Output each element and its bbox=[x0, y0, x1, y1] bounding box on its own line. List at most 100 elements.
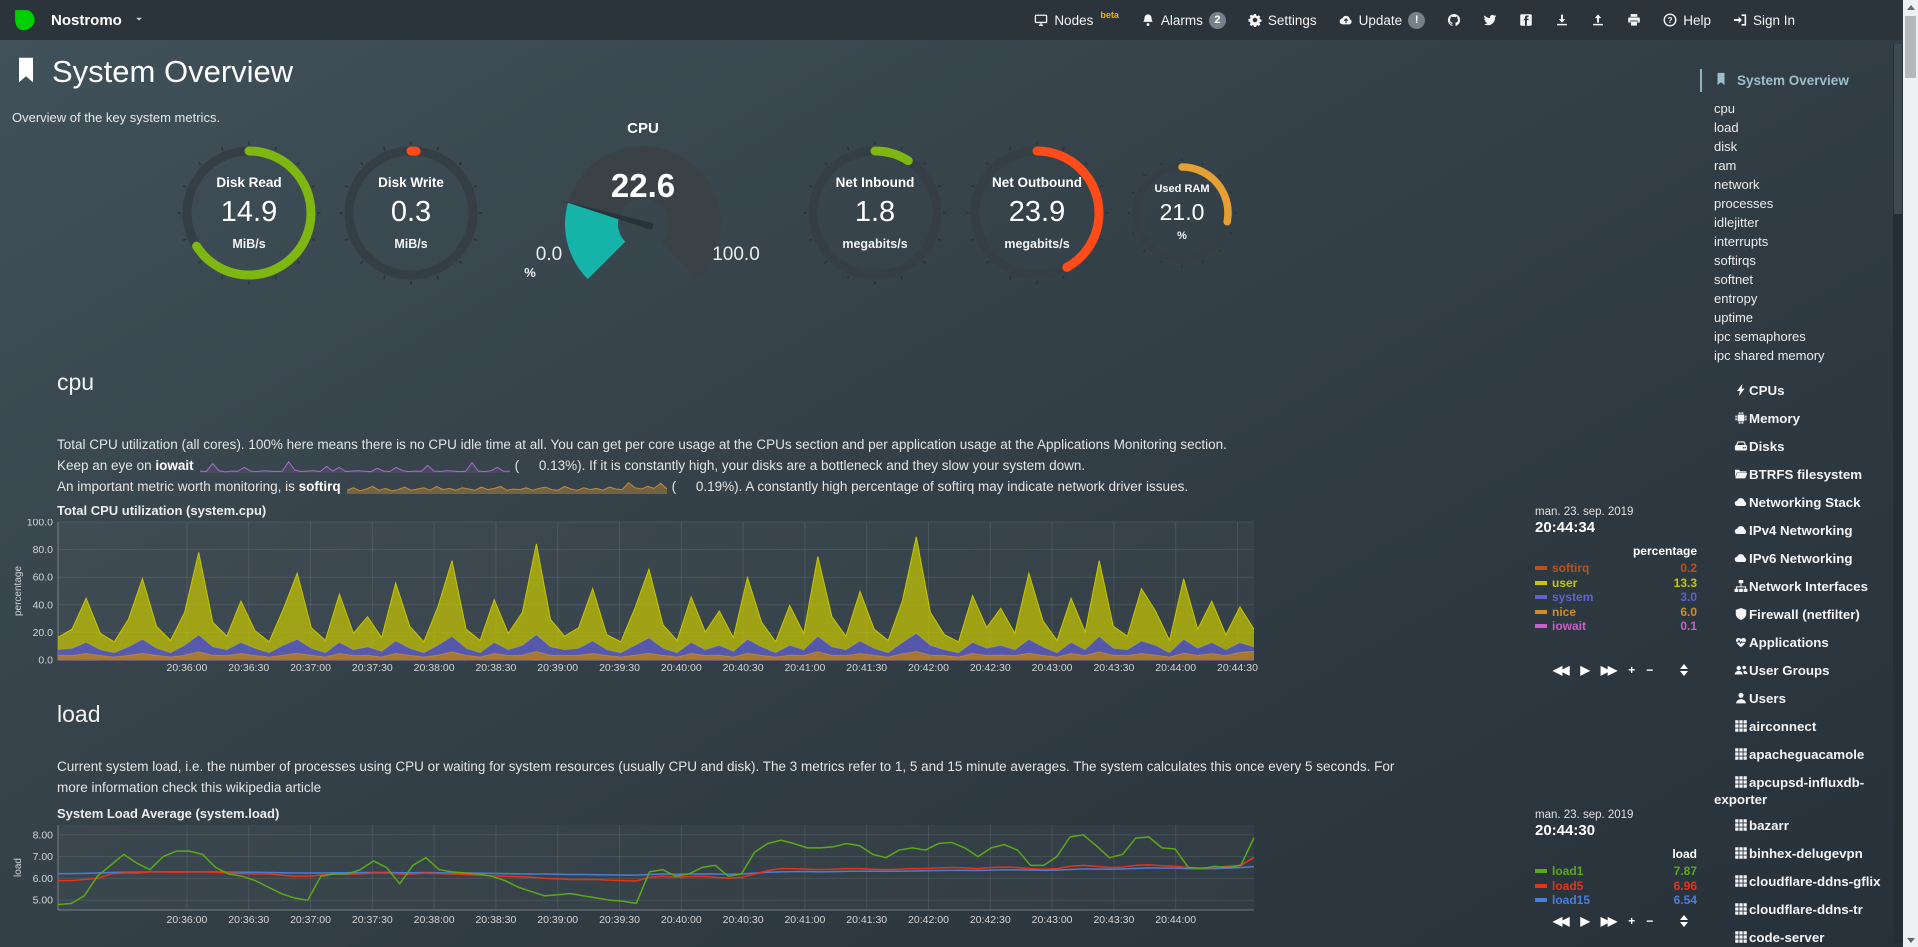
scroll-up-arrow[interactable] bbox=[1903, 0, 1918, 14]
grid-icon bbox=[1724, 719, 1747, 736]
sidebar-scrollbar[interactable] bbox=[1893, 44, 1903, 943]
sidebar-subitem-load[interactable]: load bbox=[1714, 120, 1739, 135]
help-button[interactable]: ? Help bbox=[1652, 0, 1722, 40]
sidebar-item-system-overview[interactable]: System Overview bbox=[1700, 69, 1903, 92]
sidebar-section-cloudflare-ddns-gflix[interactable]: cloudflare-ddns-gflix bbox=[1714, 874, 1903, 891]
sidebar-section-applications[interactable]: Applications bbox=[1714, 635, 1903, 652]
sidebar-subitem-disk[interactable]: disk bbox=[1714, 139, 1738, 154]
play-button[interactable]: ▶ bbox=[1580, 663, 1589, 677]
sidebar-section-disks[interactable]: Disks bbox=[1714, 439, 1903, 456]
legend-row-softirq[interactable]: softirq 0.2 bbox=[1535, 561, 1697, 576]
signin-button[interactable]: Sign In bbox=[1722, 0, 1806, 40]
svg-text:20:37:00: 20:37:00 bbox=[290, 914, 331, 926]
sidebar-section-ipv4-networking[interactable]: IPv4 Networking bbox=[1714, 523, 1903, 540]
sidebar-section-network-interfaces[interactable]: Network Interfaces bbox=[1714, 579, 1903, 596]
sidebar-section-label: BTRFS filesystem bbox=[1749, 467, 1863, 482]
svg-text:20:43:00: 20:43:00 bbox=[1032, 914, 1073, 926]
zoom-in-button[interactable]: + bbox=[1628, 663, 1635, 677]
zoom-out-button[interactable]: − bbox=[1646, 914, 1653, 928]
sidebar-subitem-idlejitter[interactable]: idlejitter bbox=[1714, 215, 1759, 230]
sidebar-section-ipv6-networking[interactable]: IPv6 Networking bbox=[1714, 551, 1903, 568]
sidebar-section-label: IPv6 Networking bbox=[1749, 551, 1853, 566]
sidebar-subitem-softirqs[interactable]: softirqs bbox=[1714, 253, 1756, 268]
cpu-gauge-unit: % bbox=[524, 265, 536, 280]
user-icon bbox=[1724, 691, 1746, 708]
sidebar-subitem-processes[interactable]: processes bbox=[1714, 196, 1774, 211]
page-scrollbar[interactable] bbox=[1903, 0, 1918, 947]
sidebar-subitem-uptime[interactable]: uptime bbox=[1714, 310, 1754, 325]
update-button[interactable]: Update ! bbox=[1328, 0, 1437, 40]
sidebar-section-apcupsd-influxdb-exporter[interactable]: apcupsd-influxdb-exporter bbox=[1714, 775, 1903, 807]
legend-series-value: 0.2 bbox=[1680, 561, 1697, 576]
svg-text:20:38:30: 20:38:30 bbox=[475, 914, 516, 926]
sidebar-subitem-interrupts[interactable]: interrupts bbox=[1714, 234, 1769, 249]
sidebar-section-binhex-delugevpn[interactable]: binhex-delugevpn bbox=[1714, 846, 1903, 863]
sidebar-subitem-ipc-shared-memory[interactable]: ipc shared memory bbox=[1714, 348, 1825, 363]
sidebar-subitem-network[interactable]: network bbox=[1714, 177, 1760, 192]
sidebar-section-firewall-netfilter-[interactable]: Firewall (netfilter) bbox=[1714, 607, 1903, 624]
sidebar-section-apacheguacamole[interactable]: apacheguacamole bbox=[1714, 747, 1903, 764]
print-button[interactable] bbox=[1616, 0, 1652, 40]
sidebar-subitem-ram[interactable]: ram bbox=[1714, 158, 1737, 173]
legend-date: man. 23. sep. 2019 bbox=[1535, 506, 1634, 518]
sidebar-subitem-entropy[interactable]: entropy bbox=[1714, 291, 1758, 306]
play-button[interactable]: ▶ bbox=[1580, 914, 1589, 928]
cloud-update-icon bbox=[1339, 13, 1353, 27]
legend-row-nice[interactable]: nice 6.0 bbox=[1535, 605, 1697, 620]
settings-button[interactable]: Settings bbox=[1237, 0, 1328, 40]
skip-forward-button[interactable]: ▶▶ bbox=[1600, 663, 1618, 677]
legend-row-iowait[interactable]: iowait 0.1 bbox=[1535, 619, 1697, 634]
legend-row-load1[interactable]: load1 7.87 bbox=[1535, 864, 1697, 879]
page-scrollbar-thumb[interactable] bbox=[1905, 16, 1916, 78]
sidebar-section-bazarr[interactable]: bazarr bbox=[1714, 818, 1903, 835]
softirq-current-value: 0.19 bbox=[695, 479, 723, 494]
svg-text:?: ? bbox=[1668, 15, 1673, 25]
scroll-down-arrow[interactable] bbox=[1903, 933, 1918, 947]
sidebar-section-airconnect[interactable]: airconnect bbox=[1714, 719, 1903, 736]
resize-handle[interactable] bbox=[1680, 915, 1689, 927]
sidebar-subitem-ipc-semaphores[interactable]: ipc semaphores bbox=[1714, 329, 1806, 344]
github-button[interactable] bbox=[1436, 0, 1472, 40]
sidebar-section-user-groups[interactable]: User Groups bbox=[1714, 663, 1903, 680]
zoom-out-button[interactable]: − bbox=[1646, 663, 1653, 677]
cpu-gauge-min: 0.0 bbox=[536, 244, 562, 265]
gauge-disk-read: Disk Read 14.9 MiB/s bbox=[177, 141, 321, 285]
sidebar-section-cpus[interactable]: CPUs bbox=[1714, 383, 1903, 400]
cloud-icon bbox=[1724, 551, 1747, 568]
grid-icon bbox=[1724, 930, 1747, 947]
zoom-in-button[interactable]: + bbox=[1628, 914, 1635, 928]
load-chart-plot[interactable]: 20:36:00 20:36:30 20:37:00 20:37:30 20:38:00… bbox=[12, 822, 1272, 928]
legend-row-system[interactable]: system 3.0 bbox=[1535, 590, 1697, 605]
legend-series-name: user bbox=[1552, 575, 1578, 590]
skip-forward-button[interactable]: ▶▶ bbox=[1600, 914, 1618, 928]
gauge-disk-write: Disk Write 0.3 MiB/s bbox=[339, 141, 483, 285]
sidebar-section-memory[interactable]: Memory bbox=[1714, 411, 1903, 428]
alarms-button[interactable]: Alarms 2 bbox=[1130, 0, 1237, 40]
export-button[interactable] bbox=[1580, 0, 1616, 40]
import-button[interactable] bbox=[1544, 0, 1580, 40]
facebook-button[interactable] bbox=[1508, 0, 1544, 40]
skip-back-button[interactable]: ◀◀ bbox=[1553, 914, 1570, 928]
sidebar-section-code-server[interactable]: code-server bbox=[1714, 930, 1903, 947]
resize-handle[interactable] bbox=[1680, 664, 1689, 676]
legend-series-name: load1 bbox=[1552, 864, 1584, 879]
sidebar-section-cloudflare-ddns-tr[interactable]: cloudflare-ddns-tr bbox=[1714, 902, 1903, 919]
users-icon bbox=[1724, 663, 1748, 680]
legend-row-user[interactable]: user 13.3 bbox=[1535, 576, 1697, 591]
sidebar-subitem-cpu[interactable]: cpu bbox=[1714, 101, 1735, 116]
sidebar-scrollbar-thumb[interactable] bbox=[1894, 44, 1902, 214]
upload-icon bbox=[1591, 13, 1605, 27]
cpu-chart-plot[interactable]: 20:36:00 20:36:30 20:37:00 20:37:30 20:38:00… bbox=[12, 519, 1272, 677]
twitter-button[interactable] bbox=[1472, 0, 1508, 40]
gauges-row: Disk Read 14.9 MiB/s Disk Write 0.3 MiB/… bbox=[177, 120, 1700, 305]
svg-text:20:42:30: 20:42:30 bbox=[970, 662, 1011, 674]
legend-row-load15[interactable]: load15 6.54 bbox=[1535, 893, 1697, 908]
hostname-selector[interactable]: Nostromo bbox=[12, 7, 144, 34]
sidebar-section-networking-stack[interactable]: Networking Stack bbox=[1714, 495, 1903, 512]
skip-back-button[interactable]: ◀◀ bbox=[1553, 663, 1570, 677]
sidebar-section-btrfs-filesystem[interactable]: BTRFS filesystem bbox=[1714, 467, 1903, 484]
nodes-button[interactable]: Nodes beta bbox=[1023, 0, 1130, 40]
sidebar-subitem-softnet[interactable]: softnet bbox=[1714, 272, 1754, 287]
sidebar-section-users[interactable]: Users bbox=[1714, 691, 1903, 708]
legend-row-load5[interactable]: load5 6.96 bbox=[1535, 879, 1697, 894]
